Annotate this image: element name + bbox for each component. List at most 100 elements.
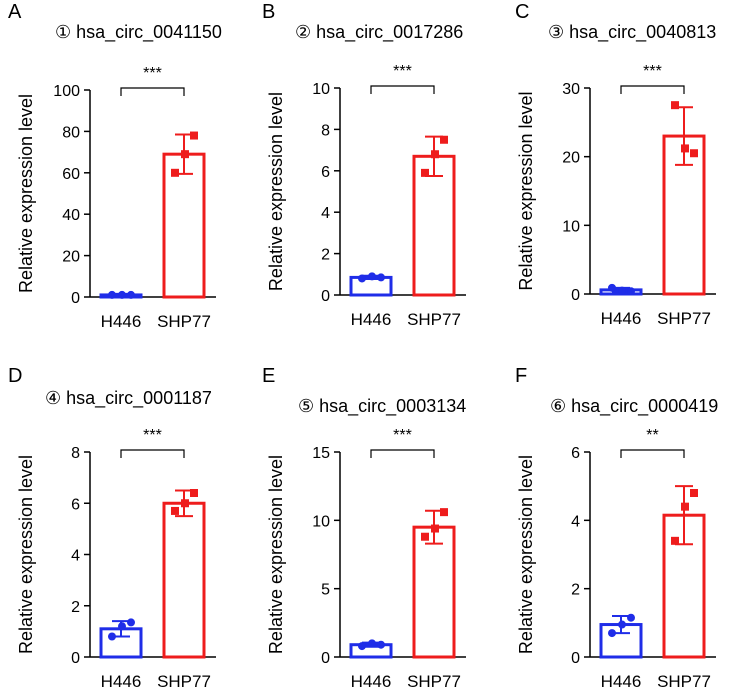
panel-a-y-tick-label: 0 (71, 290, 80, 307)
panel-d-y-axis-label: Relative expression level (16, 455, 36, 654)
panel-d-bar-shp77 (162, 501, 206, 659)
panel-b-point-h446 (368, 272, 376, 281)
panel-d: D ④ hsa_circ_0001187 Relative expression l… (8, 365, 216, 691)
panel-e-y-tick-label: 10 (312, 513, 330, 530)
panel-c-point-shp77 (671, 101, 679, 110)
panel-c-point-shp77 (681, 144, 689, 153)
panel-b-y-axis-label: Relative expression level (266, 92, 286, 291)
panel-c-letter: C (515, 1, 529, 23)
panel-b-significance-bracket (370, 85, 435, 94)
panel-f-point-h446 (618, 620, 626, 629)
panel-a-x-tick-label-shp77: SHP77 (157, 312, 211, 331)
panel-b-significance-label: *** (393, 63, 412, 80)
panel-e-point-shp77 (440, 508, 448, 517)
panel-a-significance-label: *** (143, 65, 162, 82)
panel-e-letter: E (262, 365, 275, 387)
panel-c-y-tick-label: 30 (562, 81, 580, 98)
panel-d-significance-bracket (120, 449, 185, 458)
panel-d-point-h446 (118, 622, 126, 631)
panel-f-x-tick-label-shp77: SHP77 (657, 672, 711, 691)
panel-d-significance-label: *** (143, 427, 162, 444)
panel-b-x-tick-label-h446: H446 (351, 310, 392, 329)
panel-a-y-axis-label: Relative expression level (16, 94, 36, 293)
panel-b: B ② hsa_circ_0017286 Relative expression l… (262, 1, 466, 329)
panel-e-point-h446 (368, 639, 376, 648)
panel-b-point-h446 (377, 273, 385, 282)
panel-c-y-tick-label: 20 (562, 150, 580, 167)
panel-a-y-tick-label: 20 (62, 249, 80, 266)
panel-e-point-h446 (358, 642, 366, 651)
panel-d-y-tick-label: 2 (71, 599, 80, 616)
panel-d-letter: D (8, 365, 22, 387)
panel-e-point-shp77 (431, 524, 439, 533)
panel-e-bar-shp77 (412, 525, 456, 659)
panel-f-y-tick-label: 0 (571, 650, 580, 667)
panel-f-significance-label: ** (646, 427, 658, 444)
panel-f-title: ⑥ hsa_circ_0000419 (550, 396, 718, 417)
panel-d-x-tick-label-h446: H446 (101, 672, 142, 691)
panel-a-point-h446 (118, 290, 126, 299)
panel-f-y-tick-label: 2 (571, 582, 580, 599)
panel-f-point-shp77 (681, 502, 689, 511)
panel-a-point-shp77 (190, 131, 198, 140)
panel-f-letter: F (515, 365, 527, 387)
panel-c-significance-bracket (620, 85, 685, 94)
panel-d-x-tick-label-shp77: SHP77 (157, 672, 211, 691)
panel-f-x-tick-label-h446: H446 (601, 672, 642, 691)
panel-a-y-tick-label: 100 (53, 83, 80, 100)
panel-f-point-shp77 (690, 489, 698, 497)
panel-a-point-shp77 (181, 150, 189, 159)
panel-f-point-shp77 (671, 536, 679, 545)
panel-e-y-tick-label: 15 (312, 445, 330, 462)
panel-c-significance-label: *** (643, 63, 662, 80)
panel-d-title: ④ hsa_circ_0001187 (45, 388, 212, 409)
panel-b-y-tick-label: 2 (321, 247, 330, 264)
panel-e-x-tick-label-shp77: SHP77 (407, 672, 461, 691)
panel-b-point-h446 (358, 274, 366, 283)
panel-c-y-tick-label: 10 (562, 218, 580, 235)
panel-b-y-tick-label: 8 (321, 122, 330, 139)
panel-f: F ⑥ hsa_circ_0000419 Relative expression l… (515, 365, 718, 691)
panel-b-point-shp77 (440, 135, 448, 144)
panel-f-y-tick-label: 4 (571, 513, 580, 530)
panel-b-point-shp77 (431, 150, 439, 159)
panel-a-title: ① hsa_circ_0041150 (55, 22, 222, 43)
panel-a-significance-bracket (120, 87, 185, 96)
panel-a-bar-shp77 (162, 152, 206, 299)
panel-f-significance-bracket (620, 449, 685, 458)
panel-a-y-tick-label: 80 (62, 124, 80, 141)
panel-c: C ③ hsa_circ_0040813 Relative expression l… (515, 1, 716, 328)
panel-e-point-shp77 (421, 532, 429, 541)
panel-d-point-h446 (127, 618, 135, 627)
panel-c-y-axis-label: Relative expression level (516, 91, 536, 290)
panel-d-point-shp77 (190, 489, 198, 497)
panel-c-x-tick-label-h446: H446 (601, 309, 642, 328)
panel-b-y-tick-label: 0 (321, 288, 330, 305)
panel-e: E ⑤ hsa_circ_0003134 Relative expression l… (262, 365, 466, 691)
panel-d-y-tick-label: 0 (71, 650, 80, 667)
panel-e-y-tick-label: 0 (321, 650, 330, 667)
panel-c-x-tick-label-shp77: SHP77 (657, 309, 711, 328)
panel-c-point-h446 (618, 286, 626, 295)
panel-b-y-tick-label: 10 (312, 81, 330, 98)
panel-f-y-tick-label: 6 (571, 445, 580, 462)
panel-b-bar-shp77 (412, 154, 456, 297)
panel-e-significance-label: *** (393, 427, 412, 444)
panel-e-point-h446 (377, 640, 385, 649)
panel-a-y-tick-label: 40 (62, 207, 80, 224)
panel-d-point-h446 (108, 632, 116, 641)
panel-b-point-shp77 (421, 168, 429, 177)
panel-d-point-shp77 (171, 506, 179, 515)
panel-a-x-tick-label-h446: H446 (101, 312, 142, 331)
panel-c-y-tick-label: 0 (571, 287, 580, 304)
panel-f-point-h446 (627, 613, 635, 622)
panel-d-y-tick-label: 8 (71, 445, 80, 462)
panel-e-y-tick-label: 5 (321, 582, 330, 599)
panel-b-x-tick-label-shp77: SHP77 (407, 310, 461, 329)
panel-d-point-shp77 (181, 499, 189, 508)
panel-e-x-tick-label-h446: H446 (351, 672, 392, 691)
panel-a-letter: A (8, 1, 22, 23)
panel-b-letter: B (262, 1, 275, 23)
panel-a-y-tick-label: 60 (62, 166, 80, 183)
